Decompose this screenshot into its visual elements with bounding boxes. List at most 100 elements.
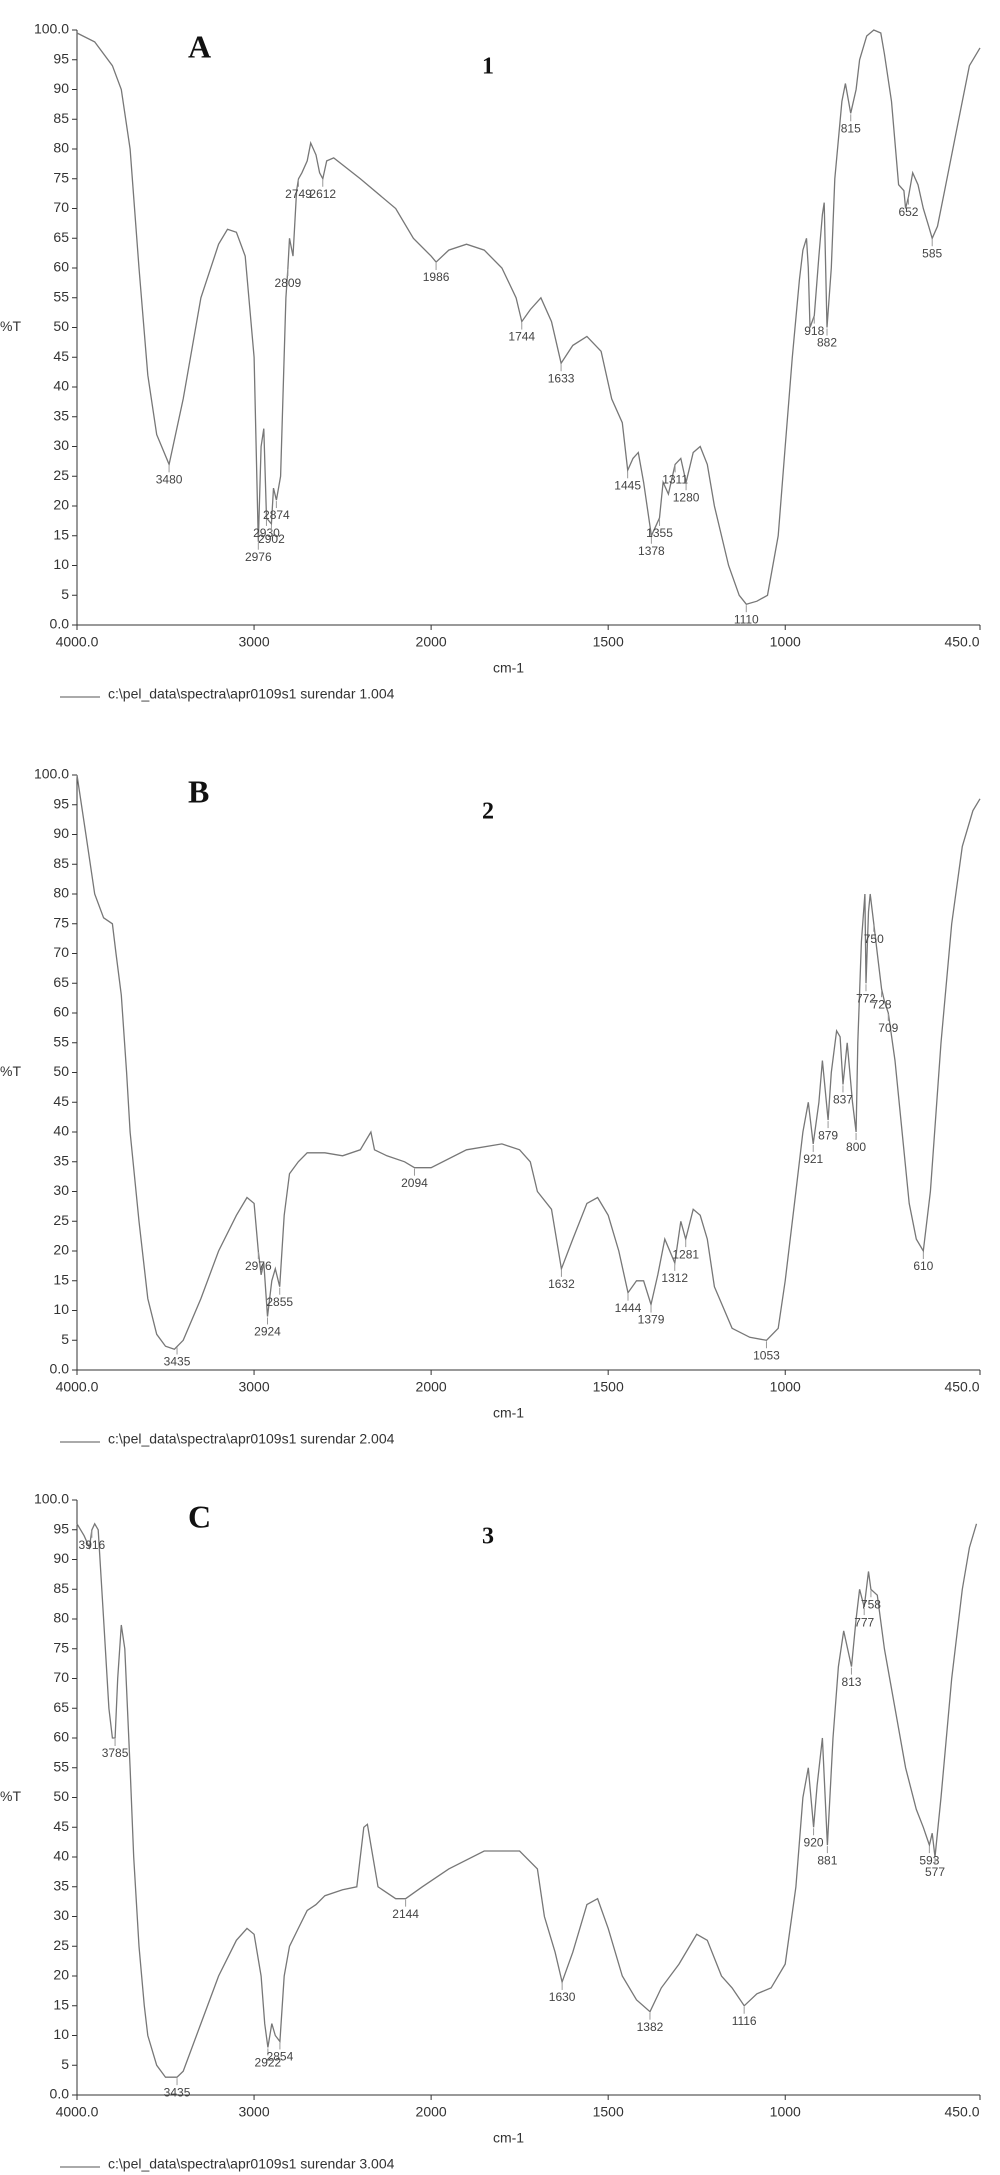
y-tick-label: 85 [53,1580,69,1596]
peak-label: 758 [861,1597,881,1611]
peak-label: 2976 [245,550,272,564]
peak-label: 728 [872,997,892,1011]
y-tick-label: 20 [53,497,69,513]
spectrum-panel: 0.0 5 10 15 20 25 30 35 40 45 50 55 60 65 70 75 80 85 90 95… [0,1491,981,2172]
peak-label: 750 [864,932,884,946]
peak-label: 1110 [734,612,759,626]
peak-label: 3785 [102,1746,129,1760]
peak-label: 772 [856,991,876,1005]
peak-label: 1116 [732,2014,757,2028]
peak-label: 879 [818,1128,838,1142]
peak-label: 777 [854,1615,874,1629]
spectrum-line [76,1522,978,2078]
x-tick-label: 2000 [416,1379,447,1395]
y-tick-label: 50 [53,318,69,334]
peak-label: 918 [804,324,824,338]
y-tick-label: 40 [53,1848,69,1864]
x-axis-label: cm-1 [493,660,524,676]
peak-label: 1378 [638,544,665,558]
x-tick-label: 1500 [593,1379,624,1395]
spectrum-panel: 0.0 5 10 15 20 25 30 35 40 45 50 55 60 65 70 75 80 85 90 95… [0,766,981,1447]
peak-label: 882 [817,336,837,350]
peak-label: 1444 [615,1301,642,1315]
peak-label: 921 [803,1152,823,1166]
peak-label: 1281 [672,1247,699,1261]
y-tick-label: 30 [53,1907,69,1923]
spectrum-panel: 0.0 5 10 15 20 25 30 35 40 45 50 55 60 65 70 75 80 85 90 95… [0,21,981,702]
y-axis-label: %T [0,1063,21,1079]
peak-label: 652 [898,205,918,219]
x-tick-label: 3000 [238,1379,269,1395]
y-tick-label: 15 [53,1271,69,1287]
y-tick-label: 10 [53,556,69,572]
peak-label: 3916 [79,1538,106,1552]
peak-label: 709 [878,1021,898,1035]
y-tick-label: 10 [53,2026,69,2042]
x-tick-label: 1500 [593,2104,624,2120]
legend-label: c:\pel_data\spectra\apr0109s1 surendar 3… [108,2156,395,2172]
peak-label: 1311 [662,473,688,487]
y-tick-label: 45 [53,1093,69,1109]
y-tick-label: 0.0 [50,2086,70,2102]
peak-label: 1986 [423,270,450,284]
y-tick-label: 20 [53,1967,69,1983]
y-tick-label: 60 [53,1729,69,1745]
peak-label: 920 [804,1835,824,1849]
y-tick-label: 50 [53,1788,69,1804]
peak-label: 815 [841,121,861,135]
y-tick-label: 35 [53,1152,69,1168]
x-tick-label: 3000 [238,2104,269,2120]
peak-label: 813 [841,1675,861,1689]
legend-label: c:\pel_data\spectra\apr0109s1 surendar 2… [108,1431,395,1447]
y-tick-label: 95 [53,50,69,66]
x-tick-label: 4000.0 [56,2104,99,2120]
y-tick-label: 50 [53,1063,69,1079]
x-tick-label: 3000 [238,634,269,650]
y-tick-label: 80 [53,885,69,901]
peak-label: 2855 [266,1295,293,1309]
peak-label: 837 [833,1093,853,1107]
y-tick-label: 15 [53,1996,69,2012]
y-tick-label: 80 [53,140,69,156]
peak-label: 2976 [245,1259,272,1273]
y-tick-label: 70 [53,944,69,960]
y-tick-label: 25 [53,1937,69,1953]
spectrum-line [76,29,981,605]
y-axis-label: %T [0,1788,21,1804]
peak-label: 1379 [638,1313,665,1327]
y-tick-label: 55 [53,1758,69,1774]
peak-label: 585 [922,246,942,260]
x-tick-label: 2000 [416,634,447,650]
peak-label: 1053 [753,1348,780,1362]
y-tick-label: 100.0 [34,766,69,782]
y-tick-label: 85 [53,855,69,871]
peak-label: 2930 [253,526,280,540]
peak-label: 2809 [275,276,302,290]
y-tick-label: 0.0 [50,616,70,632]
y-tick-label: 5 [61,2056,69,2072]
panel-number: 1 [482,54,494,80]
x-axis-label: cm-1 [493,1405,524,1421]
y-tick-label: 75 [53,169,69,185]
y-tick-label: 15 [53,526,69,542]
y-tick-label: 55 [53,1033,69,1049]
peak-label: 1630 [549,1990,576,2004]
peak-label: 3480 [156,473,183,487]
peak-label: 2902 [258,532,285,546]
y-tick-label: 75 [53,1639,69,1655]
y-tick-label: 70 [53,199,69,215]
peak-label: 1445 [614,478,641,492]
y-tick-label: 65 [53,229,69,245]
y-tick-label: 0.0 [50,1361,70,1377]
y-tick-label: 40 [53,1123,69,1139]
y-tick-label: 30 [53,437,69,453]
peak-label: 1744 [508,330,535,344]
y-tick-label: 5 [61,1331,69,1347]
panel-number: 2 [482,799,494,825]
x-axis-label: cm-1 [493,2130,524,2146]
peak-label: 1280 [673,490,700,504]
panel-letter: C [188,1498,211,1534]
y-tick-label: 90 [53,825,69,841]
panel-letter: B [188,773,209,809]
peak-label: 610 [913,1259,933,1273]
